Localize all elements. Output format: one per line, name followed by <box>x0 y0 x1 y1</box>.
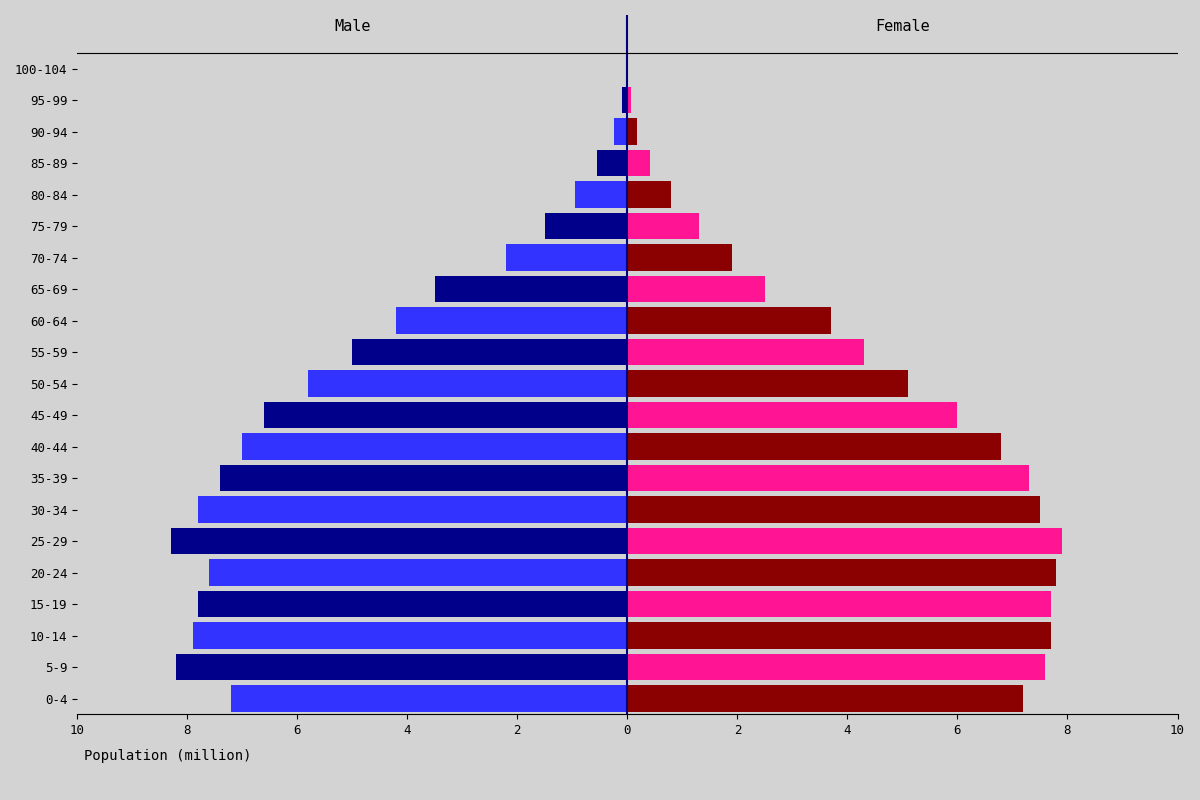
Bar <box>242 433 628 460</box>
Bar <box>575 181 628 208</box>
Bar <box>628 590 1051 618</box>
Bar <box>232 685 628 712</box>
Text: Population (million): Population (million) <box>84 749 252 763</box>
Bar <box>598 150 628 177</box>
Bar <box>628 528 1062 554</box>
Bar <box>613 118 628 145</box>
Bar <box>625 55 628 82</box>
Bar <box>628 433 1002 460</box>
Bar <box>221 465 628 491</box>
Bar <box>628 685 1024 712</box>
Bar <box>628 559 1056 586</box>
Bar <box>396 307 628 334</box>
Bar <box>353 338 628 366</box>
Bar <box>308 370 628 397</box>
Bar <box>628 402 958 429</box>
Bar <box>628 307 830 334</box>
Bar <box>506 244 628 271</box>
Bar <box>628 465 1028 491</box>
Bar <box>628 86 631 114</box>
Bar <box>628 496 1040 523</box>
Bar <box>628 181 671 208</box>
Bar <box>170 528 628 554</box>
Bar <box>628 244 732 271</box>
Bar <box>198 496 628 523</box>
Bar <box>628 150 650 177</box>
Bar <box>628 276 764 302</box>
Bar <box>198 590 628 618</box>
Bar <box>628 654 1045 681</box>
Text: Male: Male <box>334 19 371 34</box>
Bar <box>545 213 628 239</box>
Bar <box>622 86 628 114</box>
Bar <box>264 402 628 429</box>
Text: Female: Female <box>875 19 930 34</box>
Bar <box>628 118 637 145</box>
Bar <box>193 622 628 649</box>
Bar <box>628 622 1051 649</box>
Bar <box>628 338 864 366</box>
Bar <box>209 559 628 586</box>
Bar <box>628 370 908 397</box>
Bar <box>628 213 698 239</box>
Bar <box>176 654 628 681</box>
Bar <box>434 276 628 302</box>
